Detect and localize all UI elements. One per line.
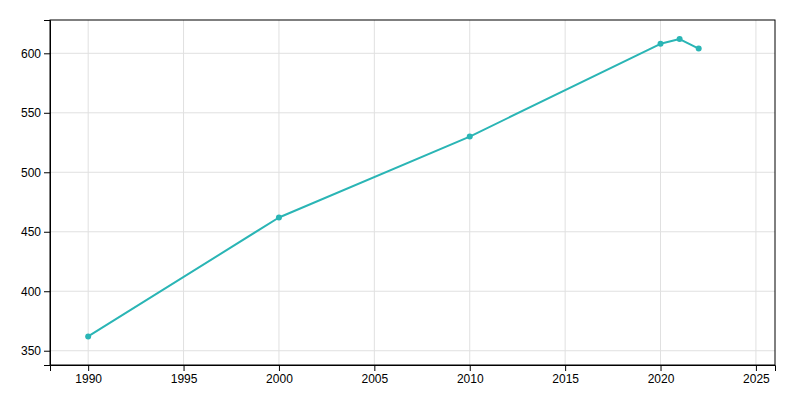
grid-line-y [50, 53, 775, 54]
tick: 2010 [457, 365, 484, 386]
series [85, 36, 702, 339]
tick: 400 [21, 285, 50, 299]
tick-mark [44, 291, 50, 292]
axis-line [44, 21, 51, 366]
grid-line-x [374, 20, 375, 365]
tick-mark [44, 53, 50, 54]
grid-line-x [88, 20, 89, 365]
tick: 2015 [552, 365, 579, 386]
tick-label: 500 [21, 166, 41, 180]
plot-frame [50, 20, 775, 365]
grid-line-x [469, 20, 470, 365]
y-axis: 350 400 450 500 550 600 [21, 21, 51, 366]
tick: 2005 [361, 365, 388, 386]
tick-label: 350 [21, 344, 41, 358]
tick-label: 2015 [552, 372, 579, 386]
tick-mark [374, 365, 375, 371]
tick-label: 550 [21, 106, 41, 120]
tick-mark [661, 365, 662, 371]
tick-mark [470, 365, 471, 371]
tick-mark [565, 365, 566, 371]
point [677, 36, 683, 42]
grid-line-y [50, 172, 775, 173]
point [85, 333, 91, 339]
grid-line-x [660, 20, 661, 365]
tick-label: 2025 [743, 372, 770, 386]
tick-label: 2005 [361, 372, 388, 386]
tick-label: 450 [21, 225, 41, 239]
grid-line-x [755, 20, 756, 365]
tick: 550 [21, 106, 50, 120]
tick: 2025 [743, 365, 770, 386]
tick-label: 1990 [75, 372, 102, 386]
plot-area: 1990 1995 2000 2005 2010 2015 2020 2025 350 400 45… [21, 20, 776, 386]
tick-mark [44, 351, 50, 352]
tick: 600 [21, 47, 50, 61]
tick-mark [756, 365, 757, 371]
tick-mark [88, 365, 89, 371]
tick: 500 [21, 166, 50, 180]
line [88, 39, 699, 336]
point [696, 46, 702, 52]
point [658, 41, 664, 47]
tick: 1995 [171, 365, 198, 386]
tick: 450 [21, 225, 50, 239]
chart-svg: 1990 1995 2000 2005 2010 2015 2020 2025 350 400 45… [0, 0, 800, 400]
chart-container: 1990 1995 2000 2005 2010 2015 2020 2025 350 400 45… [0, 0, 800, 400]
point [467, 134, 473, 140]
grid-line-x [183, 20, 184, 365]
grid [50, 20, 775, 365]
grid-line-y [50, 350, 775, 351]
tick-mark [44, 232, 50, 233]
tick-label: 2000 [266, 372, 293, 386]
grid-line-x [278, 20, 279, 365]
grid-line-y [50, 231, 775, 232]
grid-line-x [565, 20, 566, 365]
tick-mark [184, 365, 185, 371]
tick-label: 400 [21, 285, 41, 299]
tick-mark [44, 113, 50, 114]
tick-mark [44, 172, 50, 173]
tick-mark [279, 365, 280, 371]
x-axis: 1990 1995 2000 2005 2010 2015 2020 2025 [51, 365, 776, 386]
tick-label: 2020 [648, 372, 675, 386]
tick: 2020 [648, 365, 675, 386]
axis-line [51, 366, 776, 372]
tick: 2000 [266, 365, 293, 386]
tick-label: 600 [21, 47, 41, 61]
grid-line-y [50, 112, 775, 113]
tick-label: 1995 [171, 372, 198, 386]
tick: 1990 [75, 365, 102, 386]
tick-label: 2010 [457, 372, 484, 386]
point [276, 214, 282, 220]
tick: 350 [21, 344, 50, 358]
